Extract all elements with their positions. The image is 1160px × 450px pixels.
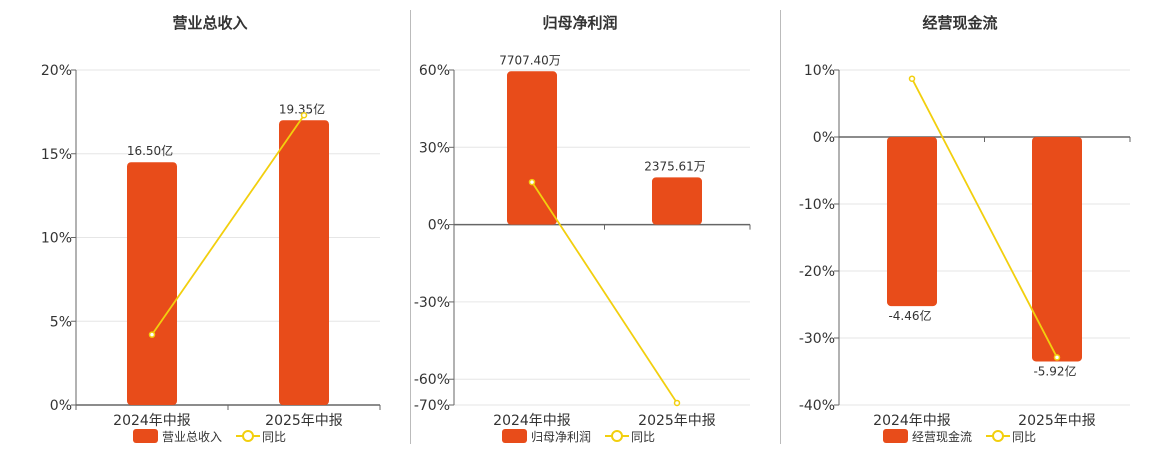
yoy-point	[148, 331, 156, 338]
legend-bar-label: 营业总收入	[162, 430, 222, 444]
yoy-line	[911, 78, 1058, 358]
yoy-point	[908, 75, 916, 82]
y-tick-label: 0%	[50, 398, 72, 414]
chart-title: 经营现金流	[922, 14, 997, 32]
y-tick-label: 10%	[804, 63, 835, 79]
bar-data-label: 16.50亿	[127, 143, 173, 158]
legend-line-label: 同比	[262, 430, 286, 444]
y-tick-label: 15%	[41, 147, 72, 163]
yoy-point	[300, 111, 308, 119]
y-tick-label: 0%	[813, 130, 835, 146]
yoy-point	[528, 178, 536, 186]
x-category-label: 2025年中报	[265, 413, 343, 429]
y-tick-label: -30%	[414, 295, 450, 311]
x-category-label: 2024年中报	[493, 413, 571, 429]
bar	[507, 71, 557, 225]
y-tick-label: 60%	[419, 63, 450, 79]
y-tick-label: -70%	[414, 398, 450, 414]
y-tick-label: -30%	[799, 331, 835, 347]
net-profit-chart-panel: 归母净利润 60% 30% 0% -30% -60% -70% 2024年中报 2025年中报 7…	[385, 0, 775, 450]
x-category-label: 2025年中报	[638, 413, 716, 429]
bar-data-label: 19.35亿	[279, 101, 325, 116]
yoy-point	[1053, 354, 1061, 361]
y-tick-label: -40%	[799, 398, 835, 414]
legend-line-marker	[992, 430, 1004, 442]
yoy-line	[151, 114, 305, 336]
bar	[127, 162, 177, 405]
legend-bar-label: 归母净利润	[531, 430, 591, 444]
bar-data-label: -4.46亿	[888, 308, 931, 323]
chart-title: 归母净利润	[542, 14, 617, 32]
revenue-chart: 营业总收入 20% 15% 10% 5% 0% 2024年中报 2025年中报 16.50亿 19…	[41, 14, 381, 444]
y-tick-label: 20%	[41, 63, 72, 79]
chart-title: 营业总收入	[172, 14, 247, 32]
legend-bar-label: 经营现金流	[912, 429, 972, 444]
cashflow-chart: 经营现金流 10% 0% -10% -20% -30% -40% 2024年中报 2025年中报…	[799, 14, 1131, 444]
revenue-chart-panel: 营业总收入 20% 15% 10% 5% 0% 2024年中报 2025年中报 16.50亿 19…	[0, 0, 400, 450]
panel-divider	[780, 10, 781, 444]
net-profit-chart: 归母净利润 60% 30% 0% -30% -60% -70% 2024年中报 2025年中报 7…	[414, 14, 751, 444]
x-category-label: 2025年中报	[1018, 413, 1096, 429]
legend-line-marker	[242, 430, 254, 442]
bar	[652, 177, 702, 225]
bar	[1032, 137, 1082, 362]
bar	[279, 120, 329, 405]
x-category-label: 2024年中报	[873, 413, 951, 429]
y-tick-label: -20%	[799, 264, 835, 280]
cashflow-chart-panel: 经营现金流 10% 0% -10% -20% -30% -40% 2024年中报 2025年中报…	[770, 0, 1160, 450]
bar-data-label: 2375.61万	[644, 159, 706, 173]
legend-bar-swatch	[133, 429, 158, 443]
y-tick-label: 5%	[50, 314, 72, 330]
panel-divider	[410, 10, 411, 444]
yoy-line	[531, 181, 678, 404]
legend-bar-swatch	[883, 429, 908, 443]
y-tick-label: 0%	[428, 218, 450, 234]
y-tick-label: -10%	[799, 197, 835, 213]
legend-line-marker	[611, 430, 623, 442]
y-tick-label: -60%	[414, 372, 450, 388]
bar	[887, 137, 937, 307]
y-tick-label: 30%	[419, 140, 450, 156]
bar-data-label: -5.92亿	[1033, 363, 1076, 378]
legend-line-label: 同比	[631, 430, 655, 444]
x-category-label: 2024年中报	[113, 413, 191, 429]
legend-line-label: 同比	[1012, 430, 1036, 444]
yoy-point	[673, 399, 681, 407]
legend-bar-swatch	[502, 429, 527, 443]
bar-data-label: 7707.40万	[499, 53, 561, 67]
y-tick-label: 10%	[41, 231, 72, 247]
